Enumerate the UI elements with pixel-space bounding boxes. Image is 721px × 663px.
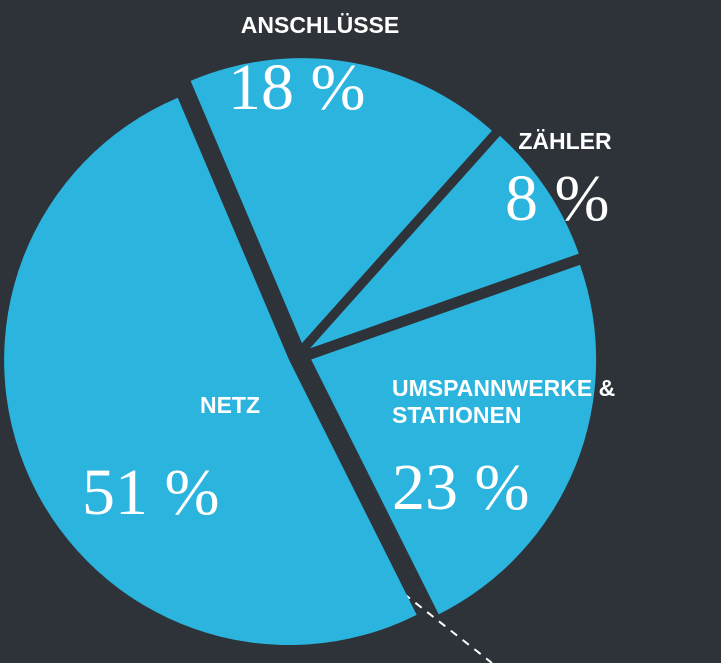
slice-value: 23 % [392, 451, 530, 524]
slice-label: ANSCHLÜSSE [240, 12, 400, 38]
slice-label: UMSPANNWERKE & STATIONEN [392, 375, 616, 428]
pie-slice [309, 135, 579, 349]
pie-slice [4, 97, 417, 646]
pie-slice [190, 58, 492, 344]
pie-slice [311, 264, 597, 615]
slice-value: 8 % [505, 162, 610, 235]
slice-label: ZÄHLER [518, 128, 612, 154]
slice-value: 18 % [228, 51, 366, 124]
slice-label: NETZ [199, 392, 261, 418]
slice-value: 51 % [82, 456, 220, 529]
